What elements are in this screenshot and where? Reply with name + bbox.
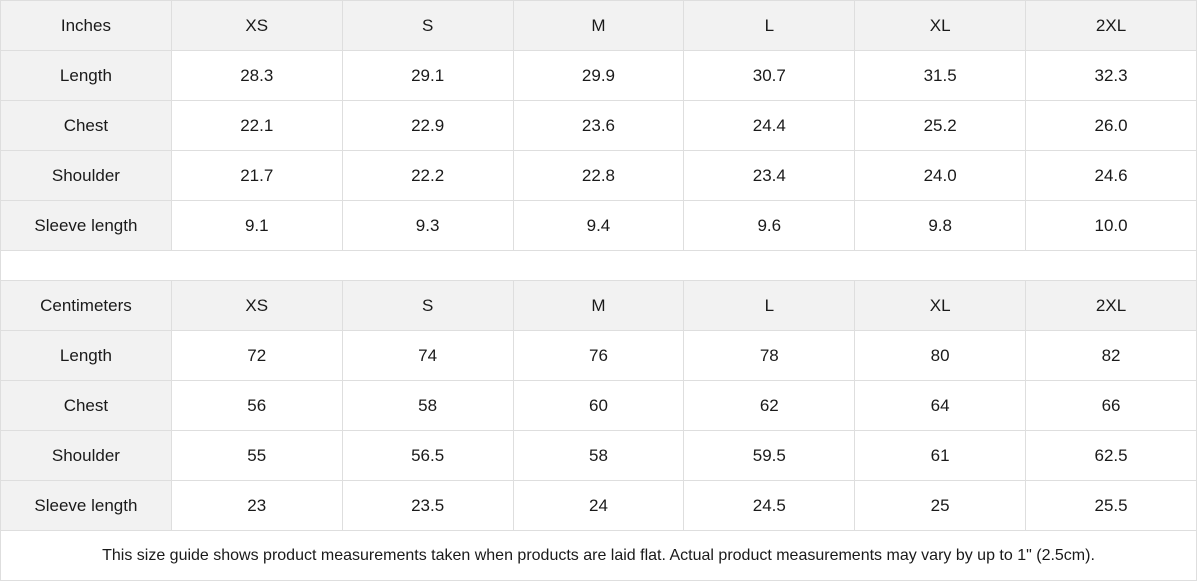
measurement-cell: 22.2 bbox=[341, 150, 514, 201]
size-header: L bbox=[683, 280, 856, 331]
measurement-cell: 24.6 bbox=[1025, 150, 1197, 201]
measurement-cell: 9.4 bbox=[512, 200, 685, 251]
table-row: Sleeve length 9.1 9.3 9.4 9.6 9.8 10.0 bbox=[0, 200, 1197, 251]
table-row: Shoulder 21.7 22.2 22.8 23.4 24.0 24.6 bbox=[0, 150, 1197, 201]
measurement-cell: 10.0 bbox=[1025, 200, 1197, 251]
row-label: Sleeve length bbox=[0, 200, 172, 251]
unit-header: Centimeters bbox=[0, 280, 172, 331]
size-guide-note: This size guide shows product measuremen… bbox=[0, 530, 1197, 581]
size-header: 2XL bbox=[1025, 280, 1197, 331]
measurement-cell: 23.4 bbox=[683, 150, 856, 201]
note-row: This size guide shows product measuremen… bbox=[0, 530, 1197, 581]
table-row: Length 28.3 29.1 29.9 30.7 31.5 32.3 bbox=[0, 50, 1197, 101]
row-label: Shoulder bbox=[0, 430, 172, 481]
measurement-cell: 23.6 bbox=[512, 100, 685, 151]
measurement-cell: 74 bbox=[341, 330, 514, 381]
measurement-cell: 56.5 bbox=[341, 430, 514, 481]
header-row: Inches XS S M L XL 2XL bbox=[0, 0, 1197, 51]
size-header: XS bbox=[170, 280, 343, 331]
measurement-cell: 56 bbox=[170, 380, 343, 431]
measurement-cell: 59.5 bbox=[683, 430, 856, 481]
size-header: S bbox=[341, 0, 514, 51]
measurement-cell: 28.3 bbox=[170, 50, 343, 101]
measurement-cell: 64 bbox=[854, 380, 1027, 431]
size-header: XL bbox=[854, 0, 1027, 51]
measurement-cell: 76 bbox=[512, 330, 685, 381]
measurement-cell: 31.5 bbox=[854, 50, 1027, 101]
row-label: Length bbox=[0, 330, 172, 381]
measurement-cell: 9.8 bbox=[854, 200, 1027, 251]
row-label: Length bbox=[0, 50, 172, 101]
measurement-cell: 25 bbox=[854, 480, 1027, 531]
table-row: Shoulder 55 56.5 58 59.5 61 62.5 bbox=[0, 430, 1197, 481]
measurement-cell: 58 bbox=[341, 380, 514, 431]
header-row: Centimeters XS S M L XL 2XL bbox=[0, 280, 1197, 331]
table-row: Chest 22.1 22.9 23.6 24.4 25.2 26.0 bbox=[0, 100, 1197, 151]
table-row: Length 72 74 76 78 80 82 bbox=[0, 330, 1197, 381]
measurement-cell: 30.7 bbox=[683, 50, 856, 101]
measurement-cell: 80 bbox=[854, 330, 1027, 381]
size-header: S bbox=[341, 280, 514, 331]
measurement-cell: 21.7 bbox=[170, 150, 343, 201]
measurement-cell: 29.9 bbox=[512, 50, 685, 101]
measurement-cell: 9.1 bbox=[170, 200, 343, 251]
row-label: Sleeve length bbox=[0, 480, 172, 531]
measurement-cell: 29.1 bbox=[341, 50, 514, 101]
measurement-cell: 60 bbox=[512, 380, 685, 431]
measurement-cell: 23.5 bbox=[341, 480, 514, 531]
row-label: Chest bbox=[0, 380, 172, 431]
measurement-cell: 9.3 bbox=[341, 200, 514, 251]
measurement-cell: 66 bbox=[1025, 380, 1197, 431]
row-label: Chest bbox=[0, 100, 172, 151]
measurement-cell: 78 bbox=[683, 330, 856, 381]
spacer-cell bbox=[0, 250, 1197, 281]
table-spacer bbox=[0, 250, 1197, 281]
measurement-cell: 61 bbox=[854, 430, 1027, 481]
size-header: M bbox=[512, 0, 685, 51]
unit-header: Inches bbox=[0, 0, 172, 51]
size-header: XS bbox=[170, 0, 343, 51]
size-header: M bbox=[512, 280, 685, 331]
measurement-cell: 62 bbox=[683, 380, 856, 431]
measurement-cell: 25.5 bbox=[1025, 480, 1197, 531]
measurement-cell: 25.2 bbox=[854, 100, 1027, 151]
measurement-cell: 72 bbox=[170, 330, 343, 381]
measurement-cell: 22.9 bbox=[341, 100, 514, 151]
measurement-cell: 55 bbox=[170, 430, 343, 481]
table-row: Sleeve length 23 23.5 24 24.5 25 25.5 bbox=[0, 480, 1197, 531]
measurement-cell: 22.8 bbox=[512, 150, 685, 201]
row-label: Shoulder bbox=[0, 150, 172, 201]
measurement-cell: 26.0 bbox=[1025, 100, 1197, 151]
measurement-cell: 9.6 bbox=[683, 200, 856, 251]
measurement-cell: 24.0 bbox=[854, 150, 1027, 201]
measurement-cell: 32.3 bbox=[1025, 50, 1197, 101]
size-header: L bbox=[683, 0, 856, 51]
measurement-cell: 24 bbox=[512, 480, 685, 531]
size-header: XL bbox=[854, 280, 1027, 331]
measurement-cell: 58 bbox=[512, 430, 685, 481]
measurement-cell: 62.5 bbox=[1025, 430, 1197, 481]
measurement-cell: 24.4 bbox=[683, 100, 856, 151]
measurement-cell: 82 bbox=[1025, 330, 1197, 381]
measurement-cell: 24.5 bbox=[683, 480, 856, 531]
table-row: Chest 56 58 60 62 64 66 bbox=[0, 380, 1197, 431]
size-header: 2XL bbox=[1025, 0, 1197, 51]
measurement-cell: 23 bbox=[170, 480, 343, 531]
measurement-cell: 22.1 bbox=[170, 100, 343, 151]
